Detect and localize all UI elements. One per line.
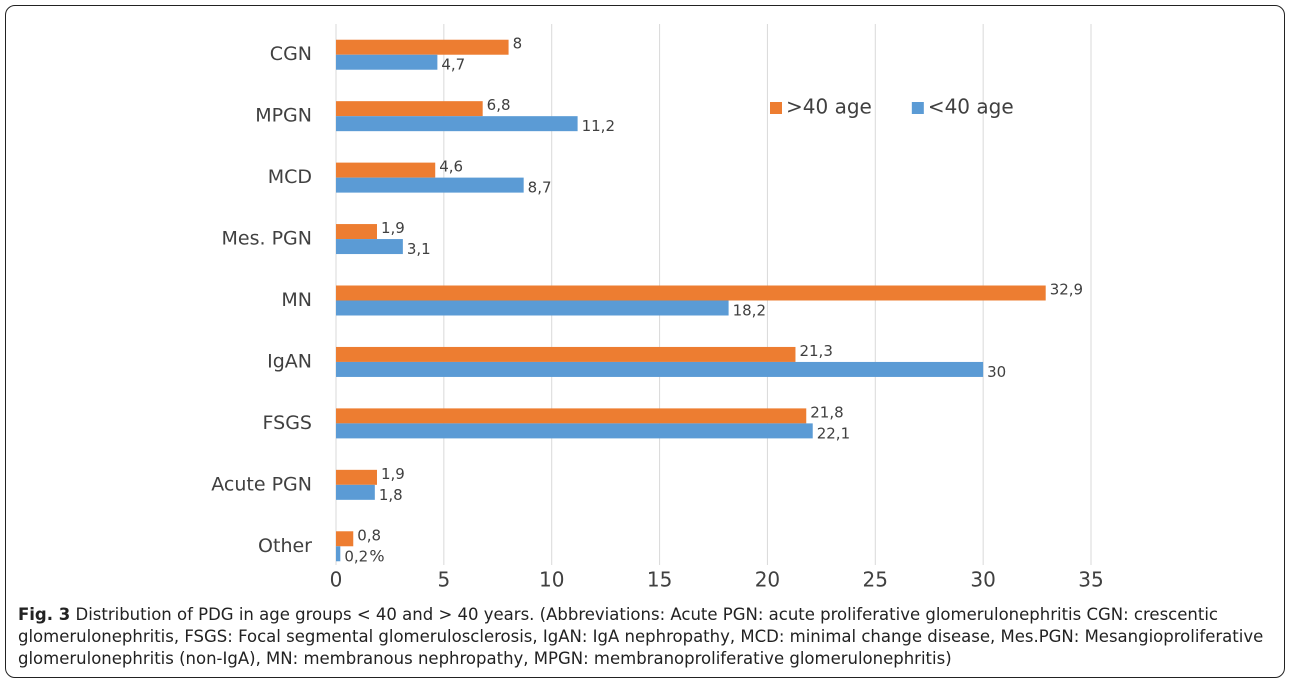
y-tick-label: Other: [258, 535, 312, 557]
x-tick-label: 15: [647, 568, 672, 592]
bar: [336, 177, 524, 193]
data-label: 21,3: [799, 342, 832, 360]
data-label: 3,1: [407, 240, 431, 258]
y-tick-label: MN: [281, 289, 312, 311]
data-label: 30: [987, 363, 1006, 381]
y-tick-label: CGN: [270, 43, 312, 65]
bar: [336, 54, 438, 70]
data-label: 18,2: [733, 302, 766, 320]
data-label: 8,7: [528, 179, 552, 197]
chart: % 0 5 10 15 20 25 30 35 CGN 8 4,7 MPGN 6,8 11,2 MCD 4,6…: [211, 24, 1104, 592]
bar: [336, 39, 509, 55]
bar: [336, 224, 377, 240]
x-tick-label: 30: [970, 568, 995, 592]
x-tick-label: 5: [437, 568, 450, 592]
data-label: 21,8: [810, 403, 843, 421]
bar: [336, 469, 377, 485]
y-tick-label: MPGN: [255, 105, 312, 127]
data-label: 11,2: [582, 117, 615, 135]
y-tick-label: IgAN: [267, 350, 312, 372]
legend-label: >40 age: [786, 95, 872, 119]
bar: [336, 423, 813, 439]
data-label: 32,9: [1050, 281, 1083, 299]
bar: [336, 116, 578, 132]
data-label: 0,8: [357, 526, 381, 544]
data-label: 1,8: [379, 486, 403, 504]
y-tick-label: MCD: [268, 166, 312, 188]
y-tick-label: Mes. PGN: [222, 228, 312, 250]
caption-label: Fig. 3: [18, 605, 71, 624]
bar: [336, 300, 729, 316]
bar: [336, 361, 984, 377]
bar: [336, 239, 403, 255]
caption-text: Distribution of PDG in age groups < 40 a…: [18, 605, 1264, 668]
data-label: 8: [513, 35, 523, 53]
legend-swatch: [770, 102, 782, 114]
data-label: 4,6: [439, 158, 463, 176]
legend-swatch: [911, 102, 924, 114]
x-tick-label: 20: [755, 568, 780, 592]
data-label: 1,9: [381, 219, 405, 237]
bar: [336, 484, 375, 500]
bar: [336, 285, 1046, 301]
bar: [336, 162, 436, 178]
y-tick-label: FSGS: [263, 412, 312, 434]
y-tick-label: Acute PGN: [211, 473, 312, 495]
data-label: 4,7: [441, 56, 465, 74]
bar: [336, 101, 483, 117]
bar: [336, 408, 807, 424]
data-label: 1,9: [381, 465, 405, 483]
bar: [336, 531, 354, 547]
x-tick-label: 10: [539, 568, 564, 592]
x-tick-label: 35: [1078, 568, 1103, 592]
data-label: 0,2: [344, 547, 368, 565]
caption: Fig. 3 Distribution of PDG in age groups…: [18, 604, 1280, 670]
data-label: 6,8: [487, 96, 511, 114]
data-label: 22,1: [817, 424, 850, 442]
x-tick-label: 25: [863, 568, 888, 592]
bar: [336, 346, 796, 362]
bar: [336, 546, 341, 562]
x-axis-label: %: [369, 547, 384, 566]
figure-frame: [5, 5, 1285, 678]
legend-label: <40 age: [928, 95, 1014, 119]
x-tick-label: 0: [330, 568, 343, 592]
